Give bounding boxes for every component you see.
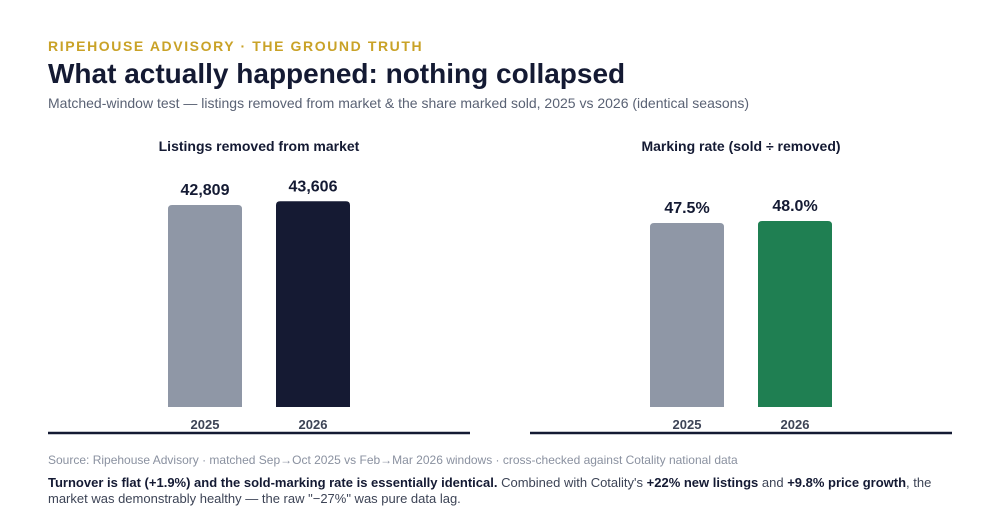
chart-title-listings: Listings removed from market [158, 138, 360, 154]
marking-rate-value-label-2026: 48.0% [772, 198, 817, 215]
chart-title-marking-rate: Marking rate (sold ÷ removed) [641, 138, 841, 154]
note-text-1: Combined with Cotality's [497, 475, 647, 490]
note-bold-3: +9.8% price growth [787, 475, 907, 490]
chart-marking-rate: 47.5% 2025 48.0% 2026 [530, 198, 952, 435]
marking-rate-tick-label-2025: 2025 [673, 417, 702, 432]
listings-value-label-2026: 43,606 [289, 178, 338, 195]
listings-tick-label-2025: 2025 [191, 417, 220, 432]
chart-panel-marking-rate: Marking rate (sold ÷ removed) 47.5% 2025 4… [530, 130, 952, 436]
source-note: Source: Ripehouse Advisory · matched Sep… [48, 453, 738, 467]
note-text-2: and [758, 475, 788, 490]
note-bold-2: +22% new listings [646, 475, 759, 490]
page-subtitle: Matched-window test — listings removed f… [48, 95, 750, 111]
chart-listings-removed: 42,809 2025 43,606 2026 [48, 178, 470, 435]
marking-rate-bar-2025 [650, 222, 724, 407]
takeaway-note: Turnover is flat (+1.9%) and the sold-ma… [48, 475, 958, 507]
note-bold-1: Turnover is flat (+1.9%) and the sold-ma… [48, 475, 498, 490]
note-text-3: , the market was demonstrably healthy — … [48, 475, 932, 506]
eyebrow: RIPEHOUSE ADVISORY · THE GROUND TRUTH [48, 38, 424, 54]
chart-panel-listings: Listings removed from market 42,809 2025 4… [48, 130, 470, 436]
page-title: What actually happened: nothing collapse… [48, 58, 626, 89]
listings-bar-2025 [168, 205, 242, 407]
marking-rate-bar-2026 [758, 221, 832, 407]
listings-value-label-2025: 42,809 [181, 182, 230, 199]
marking-rate-tick-label-2026: 2026 [781, 417, 810, 432]
listings-bar-2026 [276, 201, 350, 407]
listings-tick-label-2026: 2026 [299, 417, 328, 432]
marking-rate-value-label-2025: 47.5% [664, 200, 709, 217]
